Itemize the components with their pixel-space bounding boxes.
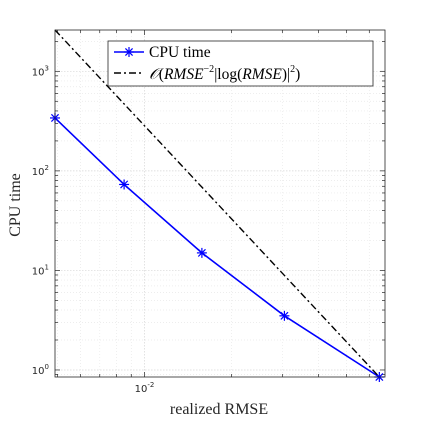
legend-marker-cpu-time [124,47,134,57]
y-tick-label: 101 [32,263,49,277]
data-point-marker [279,310,290,321]
tick-labels: 100 101 102 103 10-2 [32,64,155,395]
y-tick-label: 102 [32,164,49,178]
legend: CPU time 𝒪(RMSE−2|log(RMSE)|2) [107,40,374,87]
y-tick-label: 100 [32,363,49,377]
legend-label-complexity: 𝒪(RMSE−2|log(RMSE)|2) [149,64,300,83]
ticks [55,30,385,377]
y-tick-label: 103 [32,64,49,78]
x-axis-label: realized RMSE [170,401,268,418]
legend-entry-cpu-time: CPU time [114,44,211,61]
data-point-marker [196,247,207,258]
y-axis-label: CPU time [7,173,24,237]
data-point-marker [119,179,130,190]
x-tick-label: 10-2 [135,381,155,395]
series-line-0 [54,117,380,378]
legend-entry-complexity: 𝒪(RMSE−2|log(RMSE)|2) [114,64,300,83]
legend-box [107,40,374,87]
series-line-1 [54,29,380,378]
axes-box [54,29,386,378]
legend-label-cpu-time: CPU time [149,44,211,61]
